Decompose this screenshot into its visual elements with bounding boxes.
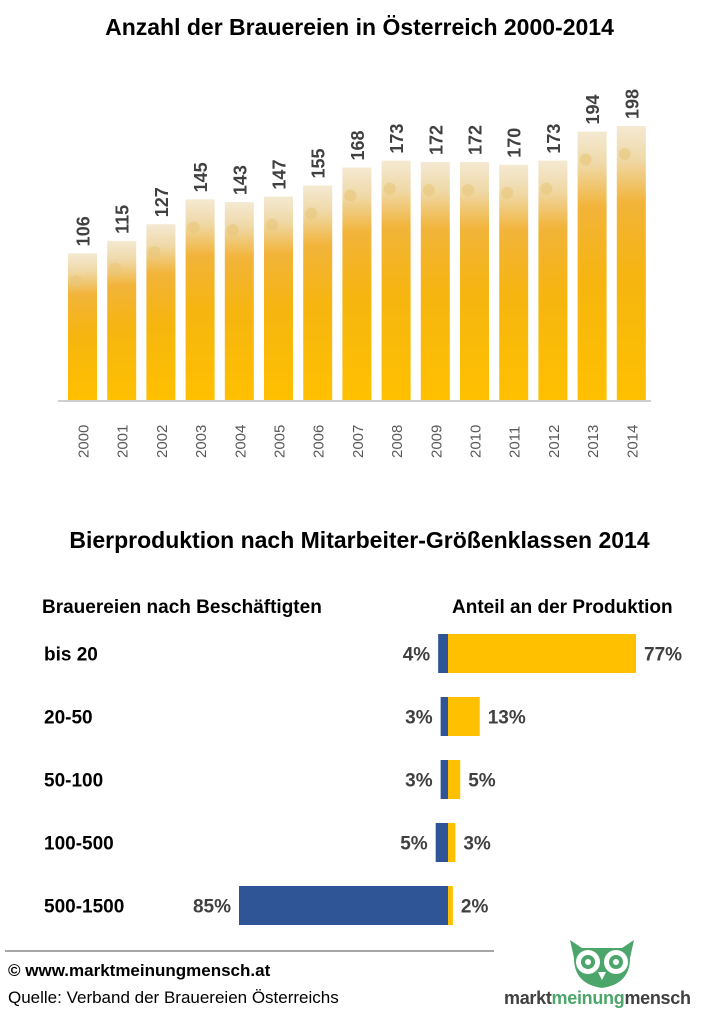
- bar-right-50-100: [448, 760, 461, 799]
- source-note: Quelle: Verband der Brauereien Österreic…: [8, 988, 339, 1007]
- data-label-2004: 143: [230, 165, 250, 195]
- bubble-decoration: [305, 207, 318, 220]
- tick-label-2012: 2012: [546, 425, 563, 458]
- website-credit: © www.marktmeinungmensch.at: [8, 961, 271, 980]
- chart-title-production: Bierproduktion nach Mitarbeiter-Größenkl…: [69, 527, 650, 553]
- data-label-2008: 173: [387, 124, 407, 154]
- owl-icon: [570, 940, 634, 988]
- bar-2007: [342, 167, 372, 400]
- category-label-20-50: 20-50: [44, 708, 93, 729]
- bar-2013: [577, 131, 607, 401]
- bar-2009: [420, 161, 450, 400]
- bubble-decoration: [70, 275, 82, 288]
- label-left-bis 20: 4%: [403, 645, 431, 666]
- tick-label-2002: 2002: [154, 425, 171, 458]
- bar-right-20-50: [448, 697, 480, 736]
- bubble-decoration: [148, 246, 161, 259]
- bar-2012: [538, 160, 568, 400]
- label-left-500-1500: 85%: [193, 897, 231, 918]
- tick-label-2003: 2003: [193, 425, 210, 458]
- tick-label-2008: 2008: [389, 425, 406, 458]
- bar-2005: [264, 196, 293, 400]
- category-label-bis 20: bis 20: [44, 645, 98, 666]
- label-left-100-500: 5%: [400, 834, 428, 855]
- bar-2006: [303, 185, 333, 400]
- data-label-2006: 155: [309, 148, 329, 178]
- bar-left-500-1500: [239, 886, 448, 925]
- bar-2011: [499, 164, 529, 400]
- label-right-100-500: 3%: [463, 834, 491, 855]
- bar-left-20-50: [440, 697, 448, 736]
- brand-logo: marktmeinungmensch: [492, 934, 714, 1022]
- label-left-20-50: 3%: [405, 708, 433, 729]
- bubble-decoration: [501, 186, 514, 199]
- category-label-500-1500: 500-1500: [44, 897, 124, 918]
- bar-left-50-100: [440, 760, 448, 799]
- bubble-decoration: [109, 262, 122, 275]
- label-left-50-100: 3%: [405, 771, 433, 792]
- data-label-2000: 106: [74, 216, 94, 246]
- tick-label-2001: 2001: [115, 425, 132, 458]
- tick-label-2004: 2004: [232, 425, 249, 458]
- data-label-2010: 172: [466, 125, 486, 155]
- bubble-decoration: [344, 189, 357, 202]
- tick-label-2013: 2013: [585, 425, 602, 458]
- bar-left-bis 20: [438, 634, 448, 673]
- tick-label-2006: 2006: [311, 425, 328, 458]
- bar-2014: [616, 126, 646, 400]
- data-label-2007: 168: [348, 130, 368, 160]
- tick-label-2011: 2011: [507, 426, 524, 458]
- bubble-decoration: [266, 218, 278, 231]
- category-label-100-500: 100-500: [44, 834, 114, 855]
- bar-right-100-500: [448, 823, 456, 862]
- bubble-decoration: [187, 221, 200, 234]
- bubble-decoration: [226, 224, 239, 237]
- bubble-decoration: [618, 148, 631, 160]
- tick-label-2010: 2010: [468, 425, 485, 458]
- label-right-bis 20: 77%: [644, 645, 682, 666]
- bubble-decoration: [383, 182, 396, 195]
- category-label-50-100: 50-100: [44, 771, 103, 792]
- label-right-50-100: 5%: [468, 771, 496, 792]
- chart-title-breweries: Anzahl der Brauereien in Österreich 2000…: [105, 14, 614, 40]
- bubble-decoration: [579, 153, 592, 166]
- data-label-2013: 194: [583, 94, 603, 124]
- tick-label-2014: 2014: [624, 425, 641, 458]
- data-label-2003: 145: [191, 162, 211, 192]
- bar-2010: [460, 161, 489, 400]
- bubble-decoration: [462, 183, 474, 196]
- tick-label-2005: 2005: [272, 425, 289, 458]
- bar-chart-breweries: 106 2000 115 2001 127 2002 145 2003 143 2004 147 20…: [58, 89, 651, 458]
- data-label-2012: 173: [544, 124, 564, 154]
- bar-2003: [185, 199, 215, 400]
- data-label-2009: 172: [426, 125, 446, 155]
- bar-right-bis 20: [448, 634, 636, 673]
- data-label-2014: 198: [622, 89, 642, 119]
- tick-label-2009: 2009: [428, 425, 445, 458]
- tick-label-2007: 2007: [350, 425, 367, 458]
- left-column-header: Brauereien nach Beschäftigten: [42, 597, 322, 618]
- data-label-2002: 127: [152, 187, 172, 217]
- label-right-500-1500: 2%: [461, 897, 489, 918]
- logo-wordmark: marktmeinungmensch: [504, 988, 691, 1008]
- right-column-header: Anteil an der Produktion: [452, 597, 673, 618]
- bar-left-100-500: [435, 823, 448, 862]
- tick-label-2000: 2000: [76, 425, 93, 458]
- bubble-decoration: [422, 183, 435, 196]
- data-label-2001: 115: [113, 205, 133, 234]
- data-label-2011: 170: [505, 128, 525, 158]
- data-label-2005: 147: [270, 160, 290, 190]
- bar-right-500-1500: [448, 886, 453, 925]
- bubble-decoration: [540, 182, 553, 195]
- label-right-20-50: 13%: [488, 708, 526, 729]
- bar-2008: [381, 160, 411, 400]
